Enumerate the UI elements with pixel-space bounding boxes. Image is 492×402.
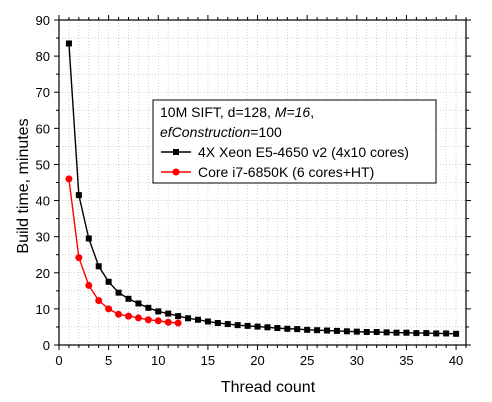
legend: 10M SIFT, d=128, M=16, efConstruction=100… (152, 99, 437, 184)
data-point (333, 327, 340, 334)
x-tick-label: 35 (399, 353, 413, 368)
data-point (85, 281, 93, 289)
data-point (314, 327, 321, 334)
data-point (284, 325, 291, 332)
legend-title-line1: 10M SIFT, d=128, M=16, (160, 104, 314, 120)
y-tick-label: 80 (36, 49, 50, 64)
data-point (264, 324, 271, 331)
x-tick-label: 20 (250, 353, 264, 368)
data-point (324, 327, 331, 334)
data-point (95, 297, 103, 305)
legend-entry-label: Core i7-6850K (6 cores+HT) (198, 164, 374, 180)
x-tick-label: 10 (151, 353, 165, 368)
x-tick-label: 5 (105, 353, 112, 368)
x-tick-label: 15 (201, 353, 215, 368)
y-tick-label: 20 (36, 266, 50, 281)
x-tick-label: 25 (300, 353, 314, 368)
legend-box (152, 99, 437, 184)
data-point (124, 312, 132, 320)
data-point (144, 316, 152, 324)
y-tick-label: 40 (36, 194, 50, 209)
data-point (304, 326, 311, 333)
data-point (343, 328, 350, 335)
x-axis-title: Thread count (221, 379, 316, 396)
data-point (413, 330, 420, 337)
data-point (393, 329, 400, 336)
data-point (135, 300, 142, 307)
data-point (363, 329, 370, 335)
data-point (155, 308, 162, 315)
data-point (75, 192, 82, 199)
data-point (403, 329, 410, 336)
data-point (234, 322, 241, 329)
y-tick-label: 60 (36, 121, 50, 136)
data-point (105, 278, 112, 285)
data-point (423, 330, 430, 337)
data-point (105, 305, 113, 313)
data-point (95, 263, 102, 270)
data-point (115, 310, 123, 318)
data-point (165, 310, 172, 317)
data-point (75, 254, 83, 262)
data-point (244, 322, 251, 329)
data-point (453, 330, 460, 337)
data-point (175, 313, 182, 320)
data-point (134, 314, 142, 322)
data-point (154, 317, 162, 325)
data-point (125, 295, 132, 302)
legend-title-line2: efConstruction=100 (160, 124, 282, 140)
data-point (174, 319, 182, 327)
series-1 (65, 40, 460, 337)
data-point (353, 328, 360, 335)
data-point (65, 40, 72, 47)
y-tick-label: 0 (43, 338, 50, 353)
data-point (214, 319, 221, 326)
legend-marker-circle (172, 168, 180, 176)
data-point (85, 235, 92, 242)
ticks: 0 5 10 15 20 25 30 35 40 0 10 20 30 40 50 60 70 80 90 (36, 13, 471, 368)
data-point (383, 329, 390, 336)
data-point (115, 289, 122, 296)
data-point (433, 330, 440, 337)
legend-marker-square (173, 149, 179, 155)
x-tick-label: 40 (449, 353, 463, 368)
y-tick-label: 90 (36, 13, 50, 28)
series-lines (65, 40, 460, 337)
data-point (274, 325, 281, 332)
data-point (185, 315, 192, 322)
x-tick-label: 30 (350, 353, 364, 368)
data-point (204, 318, 211, 325)
data-point (224, 321, 231, 328)
data-point (164, 318, 172, 326)
data-point (254, 323, 261, 330)
y-tick-label: 30 (36, 230, 50, 245)
data-point (294, 326, 301, 333)
data-point (373, 329, 380, 335)
y-tick-label: 70 (36, 85, 50, 100)
data-point (65, 175, 73, 183)
y-tick-label: 50 (36, 157, 50, 172)
x-tick-label: 0 (55, 353, 62, 368)
series-2 (65, 175, 182, 327)
y-tick-label: 10 (36, 302, 50, 317)
data-point (194, 316, 201, 323)
series-line (68, 43, 457, 335)
data-point (145, 304, 152, 311)
legend-entry-label: 4X Xeon E5-4650 v2 (4x10 cores) (198, 144, 409, 160)
data-point (443, 330, 450, 337)
y-axis-title: Build time, minutes (15, 118, 32, 253)
